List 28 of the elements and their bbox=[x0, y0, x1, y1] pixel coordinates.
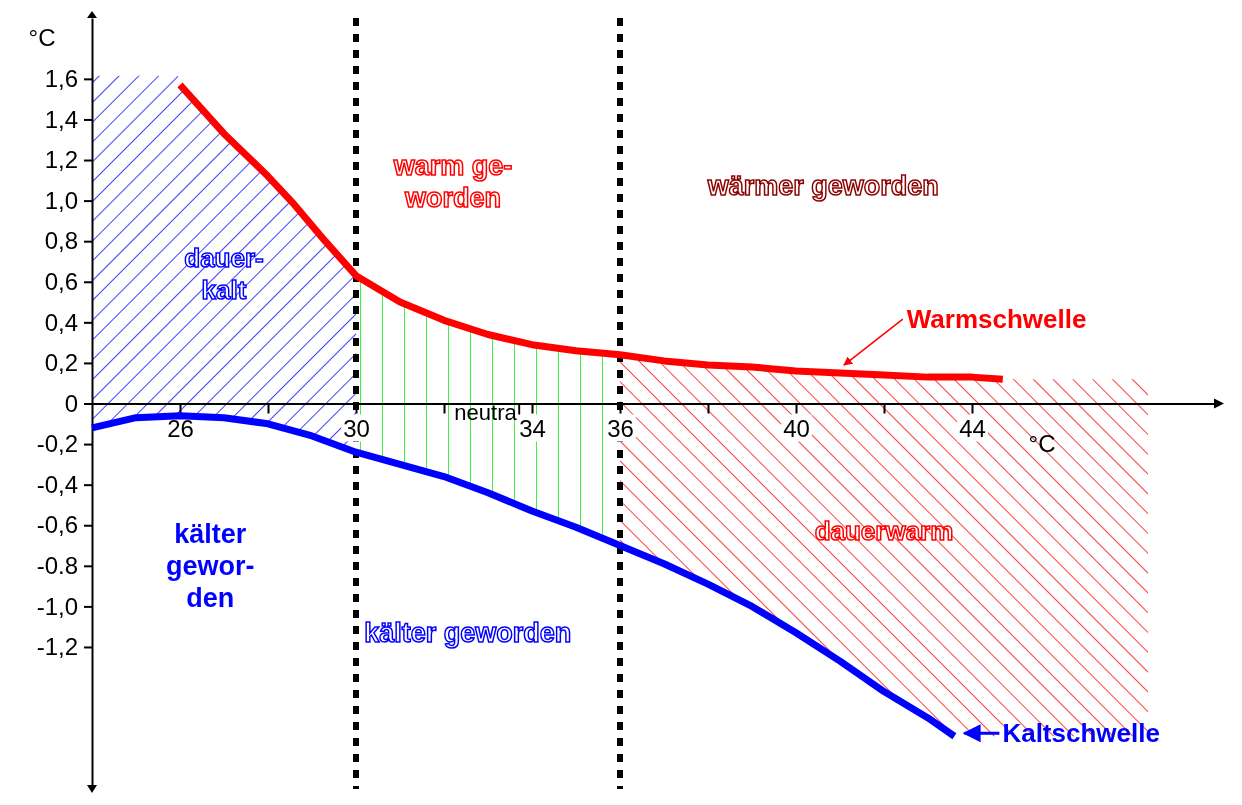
y-tick-label: -1,0 bbox=[36, 592, 78, 620]
legend-label: Kaltschwelle bbox=[1002, 718, 1160, 749]
y-tick-label: 0,6 bbox=[44, 267, 78, 295]
y-tick-label: 0 bbox=[64, 389, 78, 417]
y-tick-label: 1,2 bbox=[44, 146, 78, 174]
x-tick-label: 30 bbox=[343, 414, 370, 442]
y-tick-label: 1,4 bbox=[44, 105, 78, 133]
y-tick-label: 0,4 bbox=[44, 308, 78, 336]
annotation: kälter geworden bbox=[364, 618, 572, 649]
annotation: warm ge- worden bbox=[392, 151, 513, 214]
series-label: Warmschwelle bbox=[906, 304, 1087, 335]
x-tick-label: 26 bbox=[167, 414, 194, 442]
y-tick-label: -0,4 bbox=[36, 470, 78, 498]
annotation: wärmer geworden bbox=[706, 171, 939, 202]
y-axis-title: °C bbox=[28, 24, 56, 51]
x-tick-label: 36 bbox=[607, 414, 634, 442]
y-tick-label: -0,6 bbox=[36, 511, 78, 539]
y-tick-label: 1,6 bbox=[44, 65, 78, 93]
annotation: kälter gewor- den bbox=[166, 519, 255, 614]
y-tick-label: -1,2 bbox=[36, 633, 78, 661]
x-tick-label: 34 bbox=[519, 414, 546, 442]
x-tick-label: 44 bbox=[959, 414, 986, 442]
y-tick-label: -0.8 bbox=[36, 552, 78, 579]
y-tick-label: -0,2 bbox=[36, 430, 78, 458]
y-tick-label: 1,0 bbox=[44, 186, 78, 214]
x-tick-label: 40 bbox=[783, 414, 810, 442]
y-tick-label: 0,8 bbox=[44, 227, 78, 255]
y-tick-label: 0,2 bbox=[44, 349, 78, 377]
